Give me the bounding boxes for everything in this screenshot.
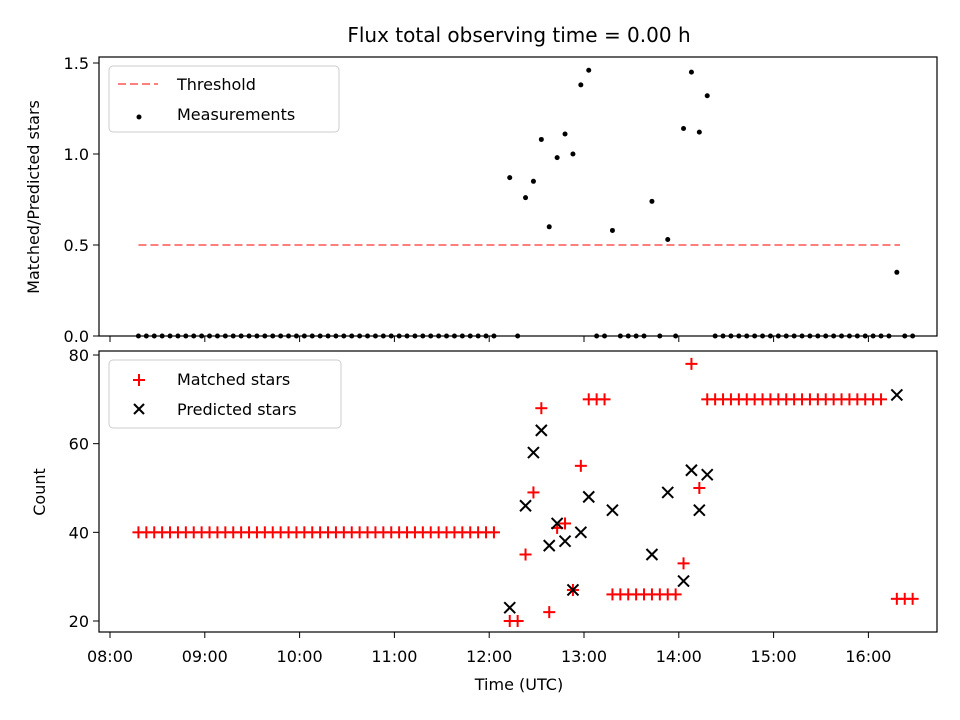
legend-measurements-label: Measurements [177,105,295,124]
predicted-star-point [535,424,548,437]
predicted-star-point [685,464,698,477]
measurement-point [554,155,560,161]
matched-star-point [511,615,524,627]
measurement-point [546,224,552,230]
legend-matched-label: Matched stars [177,370,290,389]
bottom-y-ticks: 20 40 60 80 [69,346,99,631]
measurement-point [665,237,671,243]
predicted-star-point [661,486,674,499]
predicted-star-point [645,548,659,561]
matched-star-point [574,459,587,472]
y-tick-label: 60 [69,435,89,454]
bottom-y-axis-label: Count [30,468,49,516]
predicted-star-point [550,517,564,530]
y-tick-label: 40 [69,523,89,542]
matched-star-point [875,393,888,406]
bottom-legend: Matched stars Predicted stars [108,359,342,429]
x-tick-label: 16:00 [845,647,891,666]
predicted-star-point [558,534,572,548]
y-tick-label: 0.0 [64,327,89,346]
matched-star-point [535,402,548,415]
matched-star-point [693,482,706,494]
legend-predicted-label: Predicted stars [177,400,297,419]
legend-predicted-swatch [133,403,145,415]
measurement-point [507,175,513,181]
top-y-axis-label: Matched/Predicted stars [24,100,43,294]
measurement-point [562,131,568,137]
matched-star-point [677,557,690,570]
y-tick-label: 20 [69,612,89,631]
bottom-panel: 20 40 60 80 08:00 09:00 10:00 11:00 12:00 13:00 1… [30,346,938,694]
measurement-point [894,269,900,275]
y-tick-label: 80 [69,346,89,365]
measurement-point [704,93,710,99]
measurement-point [578,82,584,88]
matched-star-point [685,357,698,370]
predicted-star-point [582,490,595,504]
measurement-point [570,151,576,157]
predicted-star-point [574,526,588,539]
y-tick-label: 1.0 [64,145,89,164]
legend-threshold-label: Threshold [176,75,256,94]
matched-star-point [669,588,682,601]
x-tick-label: 15:00 [751,647,797,666]
matched-star-point [487,526,500,539]
measurement-point [688,69,694,75]
x-tick-label: 12:00 [466,647,512,666]
predicted-star-point [701,468,714,481]
measurements-series [135,67,916,339]
matched-stars-series [132,357,919,627]
predicted-stars-series [503,388,904,614]
measurement-point [538,136,544,142]
x-tick-label: 11:00 [371,647,417,666]
predicted-star-point [606,503,619,517]
matched-star-point [906,592,919,605]
top-y-ticks: 0.0 0.5 1.0 1.5 [64,54,99,346]
x-tick-label: 14:00 [656,647,702,666]
matched-star-point [598,393,611,406]
chart-title: Flux total observing time = 0.00 h [347,23,690,47]
matched-star-point [559,517,572,530]
predicted-star-point [890,388,904,402]
matched-star-point [527,486,540,499]
measurement-point [681,126,687,132]
x-axis-label: Time (UTC) [474,675,563,694]
predicted-star-point [543,539,556,552]
predicted-star-point [677,574,690,588]
predicted-star-point [519,499,532,512]
x-tick-label: 13:00 [561,647,607,666]
measurement-point [530,178,536,184]
top-x-ticks [109,336,869,342]
top-panel: 0.0 0.5 1.0 1.5 Matched/Predicted stars Thr… [24,54,938,346]
y-tick-label: 0.5 [64,236,89,255]
predicted-star-point [566,583,580,597]
legend-measurements-swatch [136,114,142,120]
x-tick-label: 08:00 [87,647,133,666]
matched-star-point [519,548,532,561]
bottom-x-ticks: 08:00 09:00 10:00 11:00 12:00 13:00 14:00 15:00… [87,632,891,666]
top-legend: Threshold Measurements [108,65,340,133]
x-tick-label: 09:00 [182,647,228,666]
bottom-plot-frame [98,350,938,633]
predicted-star-point [503,601,516,614]
measurement-point [696,129,702,135]
top-plot-frame [98,56,938,337]
matched-star-point [543,606,556,619]
predicted-star-point [527,446,540,459]
x-tick-label: 10:00 [277,647,323,666]
measurement-point [649,198,655,204]
predicted-star-point [693,503,706,517]
measurement-point [586,67,592,73]
measurement-point [609,227,615,233]
legend-matched-swatch [133,374,145,386]
measurement-point [523,195,529,201]
y-tick-label: 1.5 [64,54,89,73]
